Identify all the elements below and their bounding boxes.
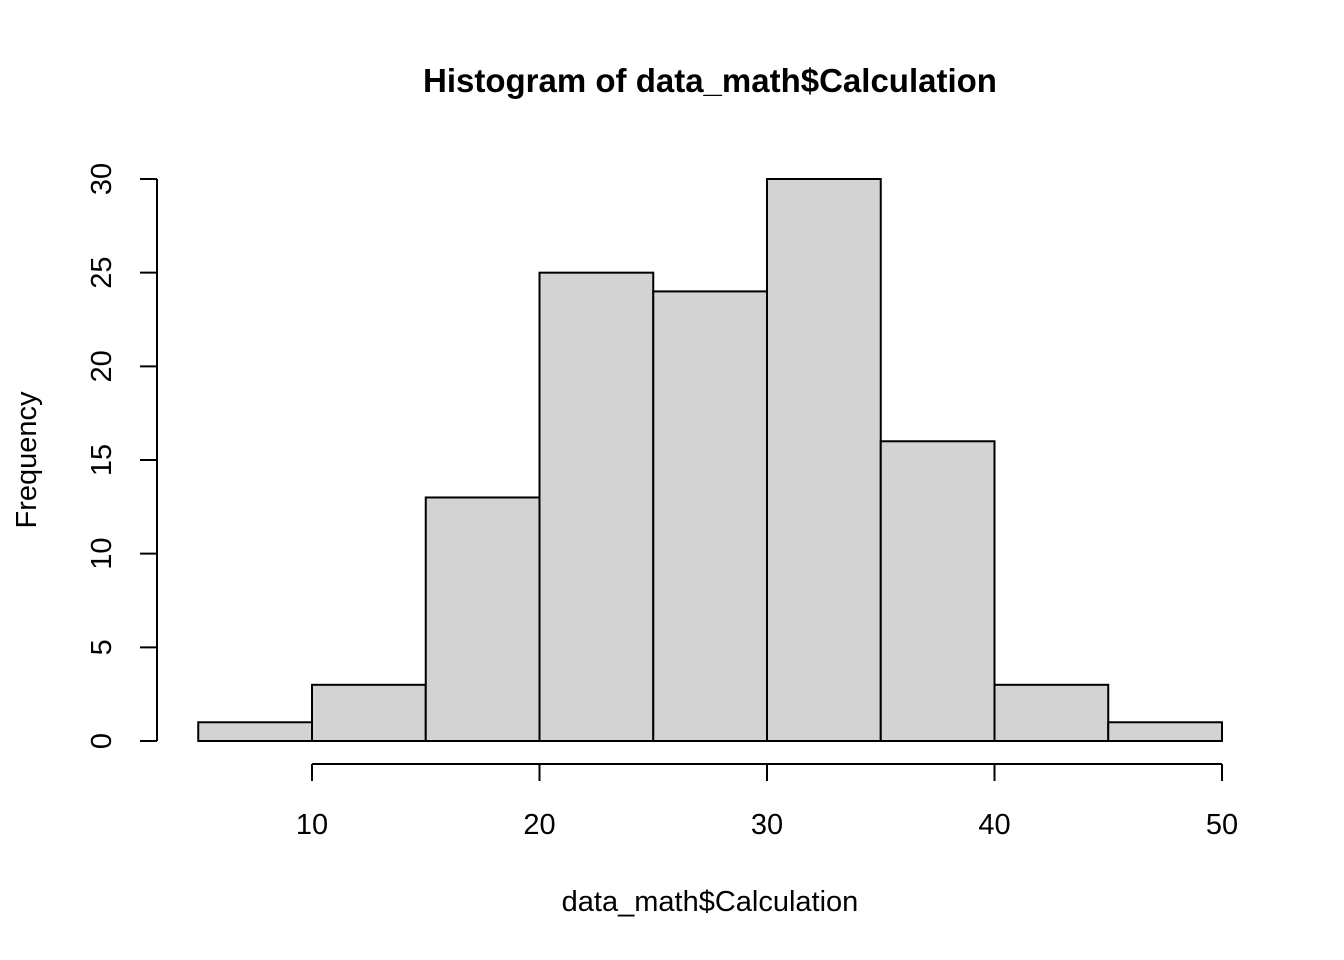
y-tick-label: 25 bbox=[86, 257, 118, 289]
y-tick-label: 10 bbox=[86, 538, 118, 570]
histogram-bar bbox=[766, 178, 882, 742]
x-tick-label: 10 bbox=[296, 809, 328, 841]
histogram-bar bbox=[197, 721, 313, 742]
histogram-bar bbox=[652, 290, 768, 742]
x-axis-label: data_math$Calculation bbox=[562, 886, 859, 918]
histogram-bar bbox=[424, 496, 541, 743]
bars bbox=[197, 178, 1223, 743]
chart-title: Histogram of data_math$Calculation bbox=[423, 62, 997, 99]
y-axis-label: Frequency bbox=[11, 391, 43, 529]
y-tick-label: 0 bbox=[86, 733, 118, 749]
y-tick-label: 20 bbox=[86, 350, 118, 382]
x-tick-label: 30 bbox=[751, 809, 783, 841]
x-tick-label: 20 bbox=[523, 809, 555, 841]
y-tick-label: 5 bbox=[86, 639, 118, 655]
histogram-bar bbox=[993, 683, 1110, 742]
histogram-bar bbox=[538, 271, 655, 742]
x-tick-label: 40 bbox=[978, 809, 1010, 841]
y-tick-label: 15 bbox=[86, 444, 118, 476]
y-axis: 0 5 10 15 20 25 30 bbox=[86, 163, 158, 749]
histogram-bar bbox=[879, 440, 996, 742]
y-tick-label: 30 bbox=[86, 163, 118, 195]
x-axis: 10 20 30 40 50 bbox=[296, 763, 1238, 841]
histogram-bar bbox=[311, 683, 427, 742]
x-tick-label: 50 bbox=[1206, 809, 1238, 841]
histogram-bar bbox=[1107, 721, 1223, 742]
